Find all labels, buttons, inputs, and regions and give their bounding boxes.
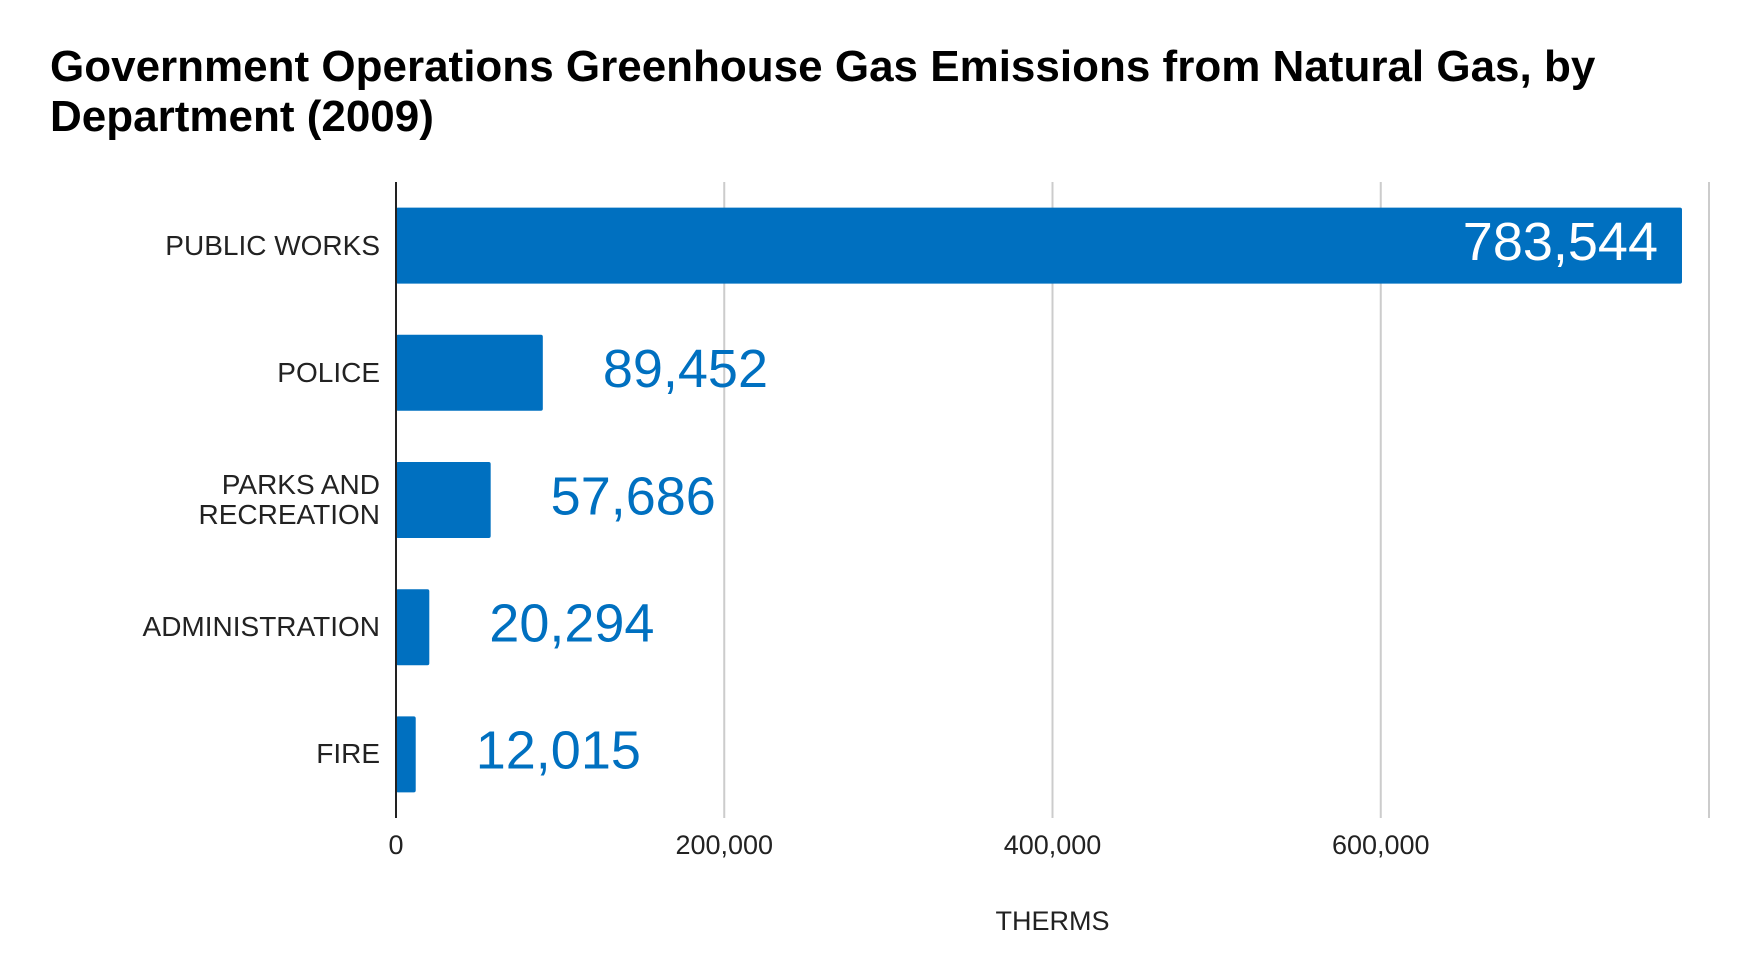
y-tick-label: FIRE [316, 738, 380, 770]
x-tick-label: 200,000 [675, 830, 773, 860]
y-tick-label: PARKS AND RECREATION [198, 469, 381, 530]
x-tick-label: 0 [388, 830, 403, 860]
data-label: 783,544 [1463, 212, 1658, 272]
chart-title: Government Operations Greenhouse Gas Emi… [50, 42, 1596, 141]
y-tick-label: PUBLIC WORKS [165, 229, 380, 261]
data-label: 20,294 [489, 593, 654, 653]
bar [396, 334, 543, 411]
bar [396, 589, 430, 666]
bar [396, 716, 416, 793]
x-axis-title: THERMS [996, 906, 1110, 936]
data-label: 57,686 [551, 466, 716, 526]
bar [396, 207, 1682, 284]
data-label: 89,452 [603, 339, 768, 399]
data-label: 12,015 [476, 721, 641, 781]
bar [396, 462, 491, 538]
x-tick-label: 400,000 [1004, 830, 1102, 860]
x-tick-label: 600,000 [1332, 830, 1430, 860]
y-tick-label: POLICE [277, 356, 380, 388]
y-tick-label: ADMINISTRATION [142, 611, 380, 643]
